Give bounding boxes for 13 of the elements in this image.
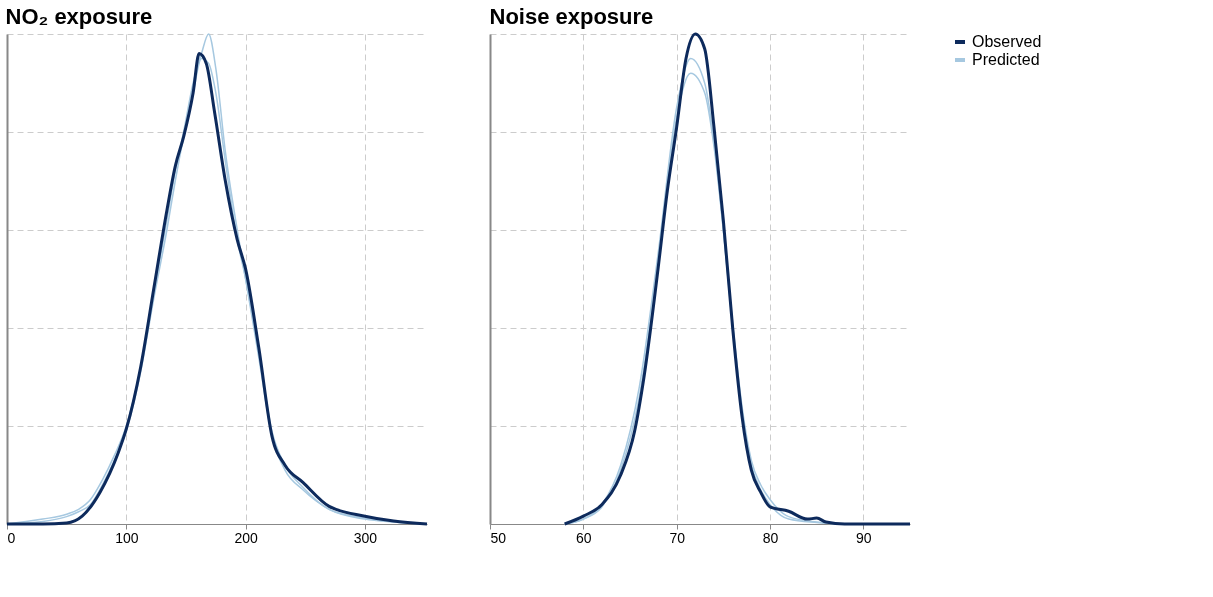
chart-title: Noise exposure xyxy=(489,3,654,29)
x-tick-label: 300 xyxy=(353,529,378,546)
x-tick-label: 70 xyxy=(669,529,686,546)
x-tick-label: 200 xyxy=(234,529,259,546)
x-tick-label: 100 xyxy=(115,529,139,546)
x-tick-label: 0 xyxy=(7,529,16,546)
legend-label: Predicted xyxy=(972,51,1040,68)
x-tick-label: 60 xyxy=(576,529,592,546)
x-tick-label: 80 xyxy=(762,529,779,546)
x-tick-label: 50 xyxy=(490,529,507,546)
chart-title: NO₂ exposure xyxy=(5,4,153,30)
x-tick-label: 90 xyxy=(856,529,872,546)
legend-label: Observed xyxy=(972,33,1042,50)
